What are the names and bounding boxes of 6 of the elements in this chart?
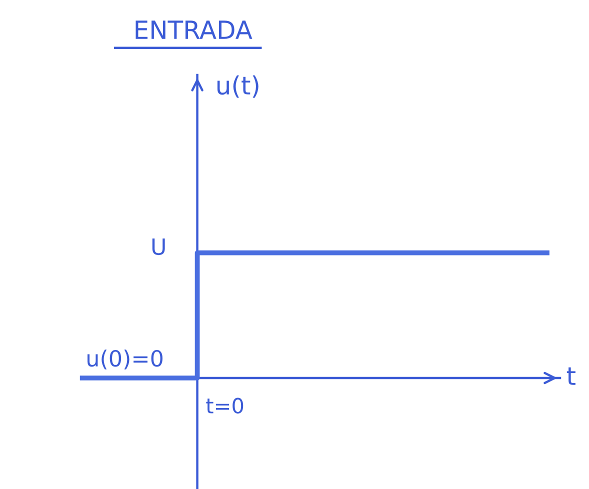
text: t=0 — [206, 398, 244, 414]
annotation: U — [152, 238, 165, 256]
annotation: u(0)=0 — [88, 350, 162, 370]
chart-title: ENTRADA — [136, 20, 252, 39]
text: u(t) — [217, 75, 258, 98]
x-axis-title: t — [566, 367, 576, 385]
